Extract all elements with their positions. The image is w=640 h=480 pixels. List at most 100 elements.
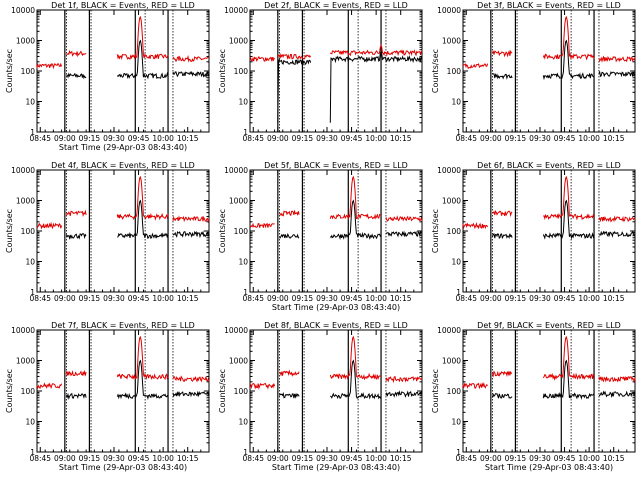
black-series-line (172, 70, 210, 79)
y-tick-label: 10000 (437, 166, 461, 175)
x-tick-label: 08:45 (29, 294, 51, 303)
red-series-line (249, 222, 275, 229)
red-series-line (36, 221, 63, 230)
x-tick-label: 09:45 (128, 134, 150, 143)
x-tick-label: 09:00 (480, 454, 502, 463)
red-series-line (492, 209, 513, 218)
x-tick-label: 09:15 (79, 294, 101, 303)
black-series-line (172, 390, 210, 398)
panel-5: Det 5f, BLACK = Events, RED = LLD 1 10 100 1… (218, 161, 423, 312)
x-tick-label: 10:15 (177, 134, 199, 143)
x-tick-label: 08:45 (455, 294, 477, 303)
x-tick-label: 09:00 (480, 134, 502, 143)
red-series-line (116, 335, 169, 381)
red-series-line (277, 52, 312, 60)
x-tick-label: 10:00 (152, 294, 174, 303)
x-axis-label: Start Time (29-Apr-03 08:43:40) (59, 463, 187, 472)
x-tick-label: 10:15 (390, 294, 412, 303)
x-tick-label: 08:45 (455, 134, 477, 143)
black-series-line (66, 233, 87, 240)
panel-title: Det 4f, BLACK = Events, RED = LLD (51, 161, 195, 170)
x-tick-label: 10:15 (603, 294, 625, 303)
red-series-line (249, 55, 276, 63)
x-tick-label: 09:15 (292, 454, 314, 463)
y-tick-label: 10000 (437, 326, 461, 335)
x-tick-label: 08:45 (242, 134, 264, 143)
panel-8: Det 8f, BLACK = Events, RED = LLD 1 10 100 1… (218, 321, 423, 472)
red-series-line (116, 175, 169, 221)
panel-9: Det 9f, BLACK = Events, RED = LLD 1 10 100 1… (431, 321, 636, 472)
y-tick-label: 10 (451, 418, 461, 427)
x-tick-label: 09:30 (103, 294, 125, 303)
red-series-line (116, 15, 169, 61)
y-axis-label: Counts/sec (218, 209, 227, 253)
x-tick-label: 09:30 (316, 454, 338, 463)
plot-frame (462, 9, 636, 133)
x-tick-label: 10:15 (177, 294, 199, 303)
red-series-line (543, 175, 595, 221)
y-tick-label: 10 (238, 418, 248, 427)
black-series-line (279, 391, 300, 399)
black-series-line (542, 39, 595, 81)
panel-title: Det 9f, BLACK = Events, RED = LLD (477, 321, 621, 330)
panel-title: Det 8f, BLACK = Events, RED = LLD (264, 321, 408, 330)
x-tick-label: 09:30 (529, 454, 551, 463)
x-tick-label: 09:15 (505, 134, 527, 143)
x-tick-label: 10:00 (365, 294, 387, 303)
red-series-line (172, 54, 210, 63)
black-series-line (279, 232, 300, 239)
x-tick-label: 10:00 (152, 454, 174, 463)
plot-frame (462, 329, 636, 453)
x-tick-label: 09:00 (267, 454, 289, 463)
black-series-line (598, 230, 636, 238)
y-tick-label: 1000 (16, 197, 35, 206)
x-tick-label: 10:00 (578, 134, 600, 143)
red-series-line (66, 49, 87, 58)
x-tick-label: 09:45 (128, 294, 150, 303)
red-series-line (598, 55, 636, 63)
y-tick-label: 10 (238, 98, 248, 107)
y-tick-label: 1000 (16, 357, 35, 366)
red-series-line (36, 62, 63, 70)
y-tick-label: 1000 (442, 357, 461, 366)
x-tick-label: 09:45 (554, 134, 576, 143)
red-series-line (598, 215, 636, 223)
x-tick-label: 10:15 (390, 454, 412, 463)
x-tick-label: 08:45 (29, 454, 51, 463)
y-tick-label: 1 (30, 288, 35, 297)
x-tick-label: 09:45 (341, 294, 363, 303)
red-series-line (462, 62, 489, 70)
red-series-line (542, 15, 595, 61)
y-tick-label: 10 (451, 98, 461, 107)
panel-1: Det 1f, BLACK = Events, RED = LLD 1 10 100 1… (5, 1, 210, 152)
x-tick-label: 09:15 (505, 454, 527, 463)
x-tick-label: 09:00 (480, 294, 502, 303)
x-tick-label: 09:30 (529, 294, 551, 303)
x-tick-label: 09:45 (554, 294, 576, 303)
x-tick-label: 09:15 (79, 134, 101, 143)
red-series-line (329, 43, 423, 57)
x-tick-label: 09:30 (316, 294, 338, 303)
y-axis-label: Counts/sec (431, 209, 440, 253)
panel-title: Det 1f, BLACK = Events, RED = LLD (51, 1, 195, 10)
red-series-line (66, 369, 87, 377)
black-series-line (492, 233, 513, 240)
x-tick-label: 09:30 (529, 134, 551, 143)
y-tick-label: 100 (447, 227, 462, 236)
red-series-line (249, 382, 276, 390)
y-axis-label: Counts/sec (5, 209, 14, 253)
y-tick-label: 1 (243, 128, 248, 137)
x-axis-label: Start Time (29-Apr-03 08:43:40) (272, 303, 400, 312)
black-series-line (598, 390, 636, 399)
plot-frame (249, 329, 423, 453)
plot-frame (249, 9, 423, 133)
red-series-line (598, 375, 636, 384)
y-tick-label: 10 (25, 418, 35, 427)
y-tick-label: 10 (451, 258, 461, 267)
panel-title: Det 5f, BLACK = Events, RED = LLD (264, 161, 408, 170)
panel-title: Det 6f, BLACK = Events, RED = LLD (477, 161, 621, 170)
y-tick-label: 1000 (442, 197, 461, 206)
black-series-line (277, 58, 312, 123)
plot-frame (36, 329, 210, 453)
